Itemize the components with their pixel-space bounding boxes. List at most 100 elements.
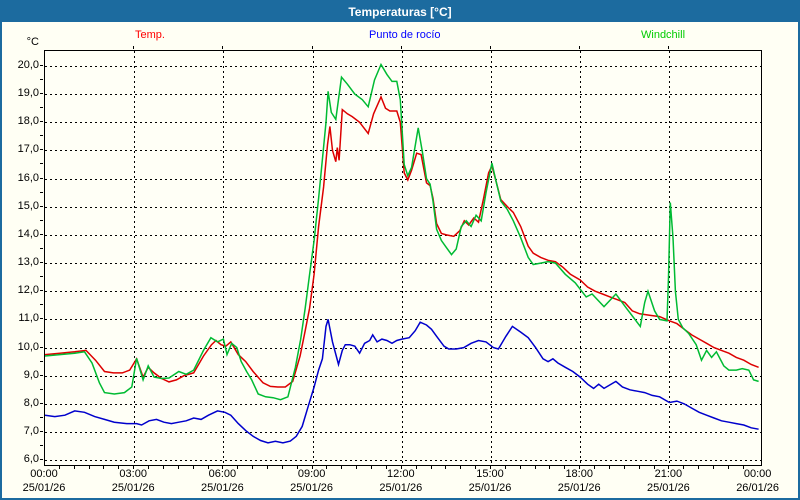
x-axis-tick: [193, 466, 194, 469]
y-axis-label: 6,0: [23, 453, 39, 466]
x-axis-tick: [743, 466, 744, 469]
x-axis-tick: [89, 466, 90, 469]
x-axis-time-label: 18:00: [565, 468, 593, 480]
x-axis-tick: [594, 466, 595, 469]
y-axis-tick: [40, 234, 43, 235]
y-axis-tick: [40, 220, 43, 221]
x-axis-tick: [639, 466, 640, 469]
y-axis-tick: [40, 163, 43, 164]
y-axis-tick: [40, 248, 43, 249]
x-axis-date-label: 25/01/26: [290, 482, 333, 494]
y-axis-tick: [40, 79, 43, 80]
y-axis-tick: [40, 389, 43, 390]
y-axis-tick: [40, 135, 43, 136]
x-axis-tick: [460, 466, 461, 469]
x-axis-date-label: 26/01/26: [736, 482, 780, 494]
y-axis-label: 16,0: [17, 171, 39, 184]
x-axis-date-label: 25/01/26: [200, 482, 244, 494]
y-axis-tick: [40, 375, 43, 376]
y-axis-label: 15,0: [17, 199, 39, 212]
x-axis-tick: [148, 466, 149, 469]
x-axis-tick: [431, 466, 432, 469]
x-axis-tick: [668, 466, 669, 469]
x-axis-time-label: 21:00: [654, 468, 683, 480]
x-axis-date-label: 25/01/26: [379, 482, 423, 494]
x-axis-tick: [341, 466, 342, 469]
top-axis-tick: [222, 46, 223, 49]
y-axis-label: 7,0: [23, 425, 39, 438]
top-axis-tick: [490, 46, 491, 49]
y-axis-tick: [40, 431, 43, 432]
x-axis-tick: [416, 466, 417, 469]
top-axis-tick: [312, 46, 313, 49]
x-axis-tick: [698, 466, 699, 469]
x-axis-tick: [624, 466, 625, 469]
y-axis-label: 14,0: [17, 227, 39, 240]
x-axis-tick: [326, 466, 327, 469]
x-axis-tick: [59, 466, 60, 469]
y-axis-tick: [40, 417, 43, 418]
x-axis-tick: [312, 466, 313, 469]
y-axis-tick: [40, 361, 43, 362]
y-axis-label: 9,0: [23, 368, 39, 381]
x-axis-tick: [549, 466, 550, 469]
y-axis-tick: [40, 262, 43, 263]
y-axis-tick: [40, 459, 43, 460]
x-axis-tick: [252, 466, 253, 469]
x-axis-date-label: 25/01/26: [557, 482, 601, 494]
y-axis-tick: [40, 65, 43, 66]
x-axis-tick: [208, 466, 209, 469]
x-axis-tick: [237, 466, 238, 469]
x-axis-time-label: 00:00: [30, 468, 58, 480]
top-axis-tick: [579, 46, 580, 49]
x-axis-time-label: 06:00: [208, 468, 237, 480]
x-axis-tick: [401, 466, 402, 469]
chart-canvas: [45, 51, 761, 465]
y-axis-tick: [40, 445, 43, 446]
x-axis-tick: [267, 466, 268, 469]
x-axis-tick: [535, 466, 536, 469]
y-axis-label: 11,0: [18, 312, 39, 325]
y-axis-label: 10,0: [17, 340, 39, 353]
x-axis-date-label: 25/01/26: [646, 482, 690, 494]
y-axis-tick: [40, 304, 43, 305]
x-axis-time-label: 12:00: [387, 468, 415, 480]
top-axis-tick: [401, 46, 402, 49]
x-axis-tick: [282, 466, 283, 469]
y-axis-tick: [40, 347, 43, 348]
legend-temp: Temp.: [135, 29, 165, 41]
x-axis-time-label: 09:00: [297, 468, 326, 480]
y-axis-tick: [40, 192, 43, 193]
y-axis-tick: [40, 318, 43, 319]
y-axis-label: 19,0: [17, 87, 39, 100]
x-axis-tick: [118, 466, 119, 469]
x-axis-tick: [654, 466, 655, 469]
x-axis-tick: [728, 466, 729, 469]
x-axis-tick: [579, 466, 580, 469]
y-axis-tick: [40, 276, 43, 277]
y-axis-tick: [40, 332, 43, 333]
x-axis-tick: [445, 466, 446, 469]
series-line-windchill: [45, 62, 759, 401]
x-axis-time-label: 00:00: [743, 468, 772, 480]
x-axis-tick: [564, 466, 565, 469]
x-axis-tick: [371, 466, 372, 469]
y-axis-tick: [40, 93, 43, 94]
y-axis-label: 17,0: [17, 143, 39, 156]
y-axis-label: 12,0: [17, 284, 39, 297]
x-axis-time-label: 15:00: [476, 468, 504, 480]
x-axis-tick: [505, 466, 506, 469]
y-axis-unit: °C: [26, 36, 39, 48]
x-axis-tick: [520, 466, 521, 469]
x-axis-tick: [713, 466, 714, 469]
x-axis-tick: [609, 466, 610, 469]
top-axis-tick: [133, 46, 134, 49]
x-axis-date-label: 25/01/26: [111, 482, 155, 494]
top-axis-tick: [668, 46, 669, 49]
series-line-temp: [45, 94, 759, 388]
y-axis-tick: [40, 290, 43, 291]
legend-dew-point: Punto de rocío: [369, 29, 441, 41]
y-axis-label: 18,0: [17, 115, 39, 128]
x-axis-date-label: 25/01/26: [22, 482, 66, 494]
